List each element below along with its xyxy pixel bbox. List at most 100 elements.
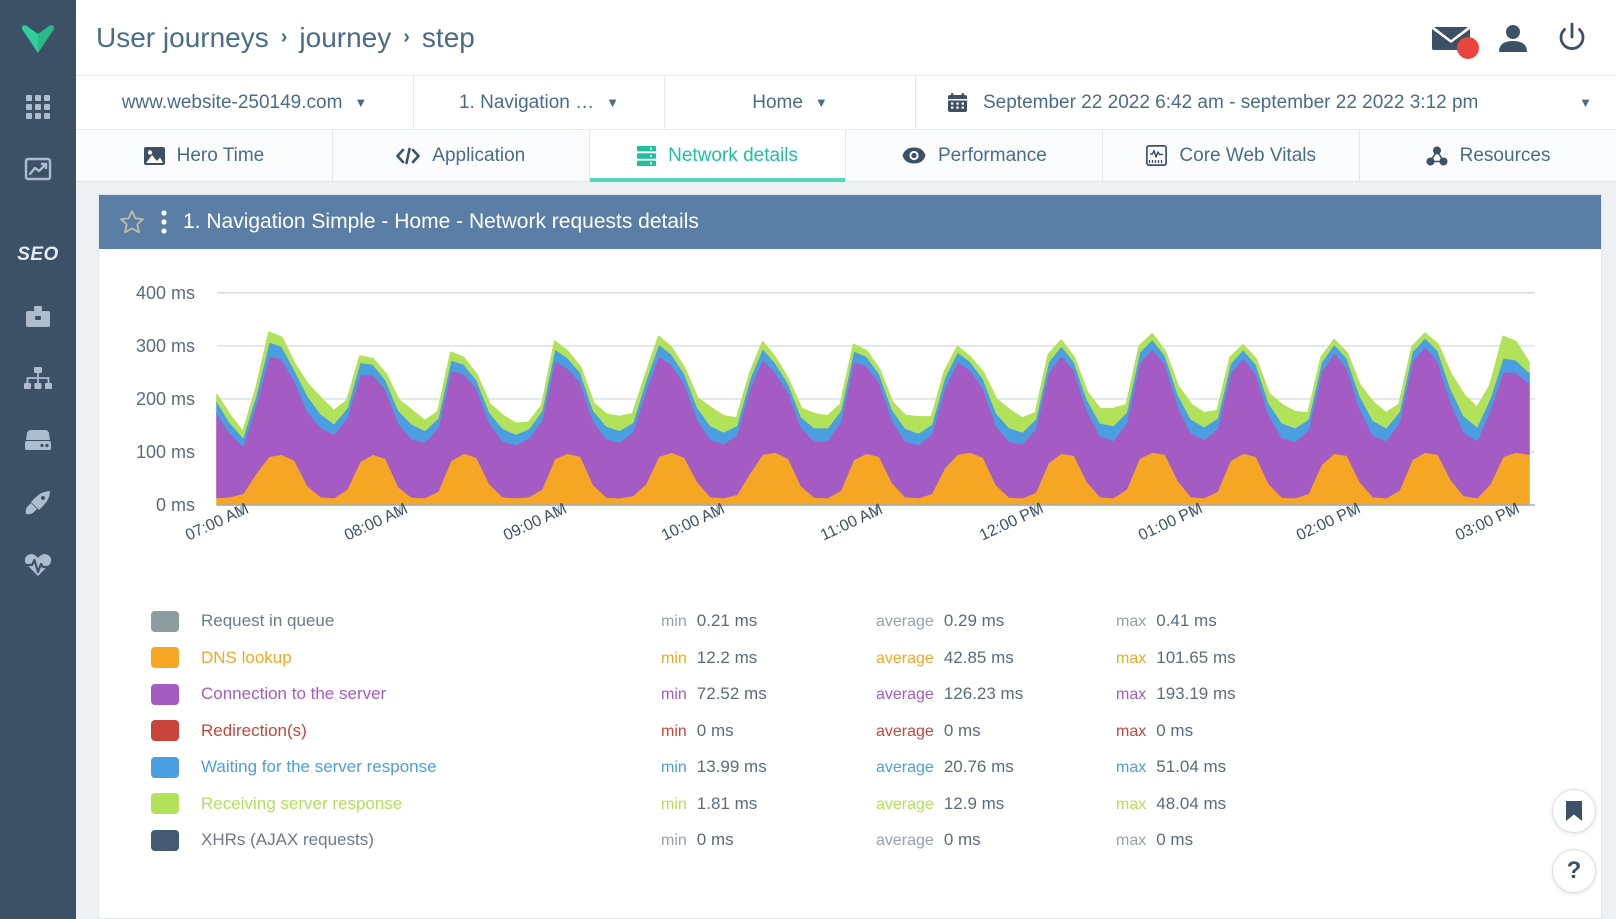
breadcrumb-item-user-journeys[interactable]: User journeys [96, 21, 269, 53]
page-header: User journeys › journey › step [76, 0, 1616, 76]
chevron-down-icon: ▼ [1579, 95, 1592, 110]
sidebar-item-analytics[interactable] [0, 138, 76, 200]
y-axis-tick-label: 200 ms [136, 389, 195, 409]
bookmark-button[interactable] [1552, 789, 1596, 833]
code-icon [396, 147, 421, 165]
legend-min: min 0 ms [661, 720, 734, 740]
tab-hero-time[interactable]: Hero Time [76, 130, 333, 181]
help-button[interactable]: ? [1552, 849, 1596, 893]
sidebar-item-heartbeat[interactable] [0, 534, 76, 596]
briefcase-icon [26, 306, 50, 327]
sidebar-item-briefcase[interactable] [0, 286, 76, 348]
breadcrumb-item-step[interactable]: step [421, 21, 475, 53]
date-range-value: September 22 2022 6:42 am - september 22… [983, 91, 1479, 113]
chevron-down-icon: ▼ [354, 95, 368, 110]
content-area: 1. Navigation Simple - Home - Network re… [76, 182, 1616, 919]
mail-icon[interactable] [1432, 24, 1479, 59]
sidebar-item-server[interactable] [0, 410, 76, 472]
journey-selector[interactable]: 1. Navigation … ▼ [414, 76, 665, 129]
tab-label: Application [432, 144, 526, 166]
card-header: 1. Navigation Simple - Home - Network re… [99, 195, 1601, 249]
power-icon[interactable] [1556, 22, 1588, 54]
sidebar: SEO [0, 0, 76, 919]
tab-network-details[interactable]: Network details [589, 130, 847, 182]
step-selector[interactable]: Home ▼ [665, 76, 916, 129]
legend-min: min 72.52 ms [661, 684, 767, 704]
server-stack-icon [637, 145, 657, 166]
sidebar-item-seo[interactable]: SEO [0, 224, 76, 286]
sidebar-item-rocket[interactable] [0, 472, 76, 534]
chart-legend: Request in queue min 0.21 ms average 0.29 ms… [99, 593, 1601, 859]
legend-min: min 13.99 ms [661, 757, 767, 777]
legend-row[interactable]: XHRs (AJAX requests) min 0 ms average 0 ms ma… [151, 822, 1601, 859]
tab-label: Hero Time [176, 144, 265, 166]
date-range-selector[interactable]: September 22 2022 6:42 am - september 22… [916, 76, 1616, 129]
tab-label: Network details [668, 144, 799, 166]
legend-max: max 0 ms [1116, 830, 1194, 850]
legend-max: max 193.19 ms [1116, 684, 1236, 704]
kebab-menu-icon[interactable] [161, 210, 167, 234]
tab-application[interactable]: Application [332, 130, 590, 181]
tab-performance[interactable]: Performance [846, 130, 1104, 181]
legend-swatch [151, 647, 179, 669]
sidebar-item-apps[interactable] [0, 76, 76, 138]
legend-label: XHRs (AJAX requests) [201, 830, 374, 850]
legend-average: average 126.23 ms [876, 684, 1024, 704]
tab-resources[interactable]: Resources [1360, 130, 1616, 181]
legend-min: min 0 ms [661, 830, 734, 850]
x-axis-labels: 07:00 AM 08:00 AM 09:00 AM 10:00 AM 11:00 AM… [99, 500, 1601, 593]
y-axis-tick-label: 100 ms [136, 442, 195, 462]
legend-max: max 0.41 ms [1116, 611, 1217, 631]
user-icon[interactable] [1498, 23, 1528, 53]
legend-swatch [151, 610, 179, 632]
filter-bar: www.website-250149.com ▼ 1. Navigation …… [76, 76, 1616, 130]
chevron-down-icon: ▼ [606, 95, 620, 110]
apps-grid-icon [26, 95, 50, 119]
y-axis-tick-label: 300 ms [136, 336, 195, 356]
molecule-icon [1426, 146, 1448, 166]
legend-swatch [151, 793, 179, 815]
legend-row[interactable]: Receiving server response min 1.81 ms avera… [151, 786, 1601, 823]
area-series-receiving-server-response [216, 331, 1530, 438]
legend-max: max 0 ms [1116, 720, 1194, 740]
bookmark-icon [1566, 801, 1582, 821]
legend-row[interactable]: DNS lookup min 12.2 ms average 42.85 ms max 10… [151, 640, 1601, 677]
legend-row[interactable]: Redirection(s) min 0 ms average 0 ms max 0 ms [151, 713, 1601, 750]
image-icon [143, 146, 165, 165]
rocket-icon [25, 491, 50, 515]
analytics-chart-icon [24, 157, 52, 181]
breadcrumb-separator: › [280, 26, 288, 48]
legend-label: Receiving server response [201, 793, 403, 813]
tab-label: Resources [1459, 144, 1551, 166]
legend-min: min 12.2 ms [661, 647, 758, 667]
legend-label: DNS lookup [201, 647, 292, 667]
legend-label: Waiting for the server response [201, 757, 437, 777]
legend-average: average 0 ms [876, 720, 981, 740]
legend-average: average 20.76 ms [876, 757, 1014, 777]
chevron-down-icon: ▼ [814, 95, 828, 110]
legend-min: min 1.81 ms [661, 793, 758, 813]
legend-row[interactable]: Request in queue min 0.21 ms average 0.29 ms… [151, 603, 1601, 640]
card-title: 1. Navigation Simple - Home - Network re… [183, 210, 699, 233]
calendar-icon [948, 93, 967, 112]
breadcrumb-item-journey[interactable]: journey [299, 21, 392, 53]
legend-row[interactable]: Waiting for the server response min 13.99 … [151, 749, 1601, 786]
legend-average: average 0 ms [876, 830, 981, 850]
legend-swatch [151, 683, 179, 705]
breadcrumb: User journeys › journey › step [96, 22, 475, 54]
app-logo[interactable] [0, 0, 76, 76]
website-selector[interactable]: www.website-250149.com ▼ [76, 76, 414, 129]
legend-average: average 42.85 ms [876, 647, 1014, 667]
heartbeat-icon [24, 554, 52, 576]
leaf-logo-icon [21, 25, 55, 53]
sidebar-item-label: SEO [17, 244, 59, 265]
server-icon [25, 430, 51, 450]
y-axis-tick-label: 400 ms [136, 283, 195, 303]
star-icon[interactable] [119, 209, 145, 235]
legend-max: max 101.65 ms [1116, 647, 1236, 667]
tab-core-web-vitals[interactable]: Core Web Vitals [1103, 130, 1361, 181]
sidebar-item-sitemap[interactable] [0, 348, 76, 410]
website-selector-value: www.website-250149.com [121, 91, 343, 113]
help-icon: ? [1566, 857, 1582, 884]
legend-row[interactable]: Connection to the server min 72.52 ms avera… [151, 676, 1601, 713]
